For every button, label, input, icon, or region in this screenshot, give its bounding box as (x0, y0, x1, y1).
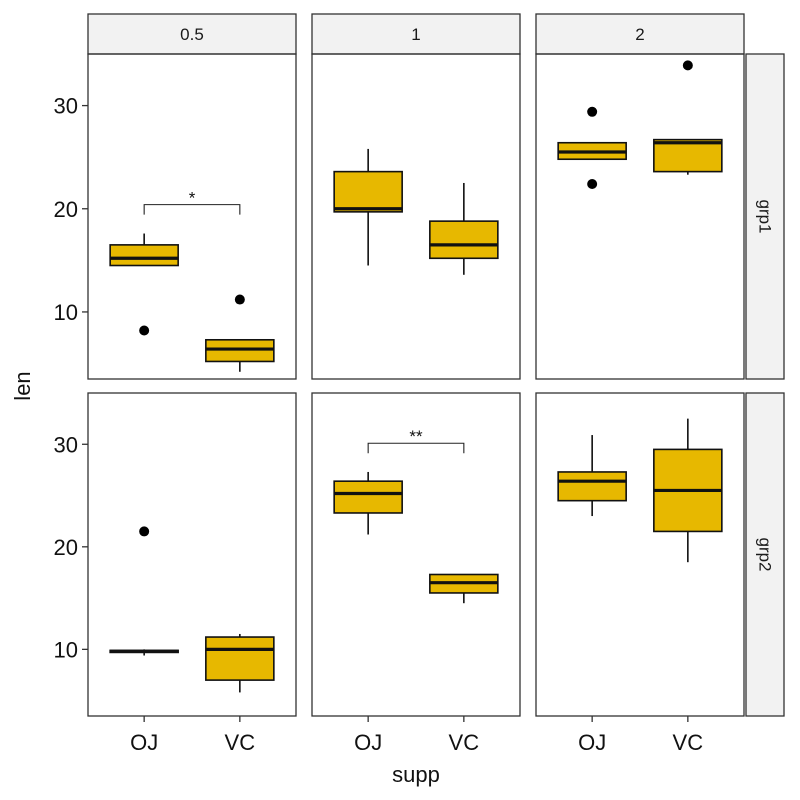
panel-border (311, 53, 521, 380)
y-tick-label: 10 (54, 300, 78, 325)
panel-border (87, 53, 297, 380)
x-tick-label: VC (449, 730, 480, 755)
significance-label: ** (409, 427, 423, 446)
facet-strip-grp2 (745, 392, 785, 717)
facet-strip-2 (535, 13, 745, 55)
box-OJ (109, 244, 179, 267)
y-tick-label: 30 (54, 94, 78, 119)
facet-strip-label: 1 (411, 25, 420, 44)
facet-strip-label: grp2 (756, 537, 775, 571)
outlier-point (587, 179, 598, 189)
significance-bracket (143, 204, 241, 215)
x-tick-label: OJ (354, 730, 382, 755)
x-tick-label: VC (673, 730, 704, 755)
y-tick-label: 20 (54, 535, 78, 560)
panel-border (535, 392, 745, 717)
box-OJ (333, 480, 403, 514)
x-tick-label: OJ (578, 730, 606, 755)
facet-strip-grp1 (745, 53, 785, 380)
panel-border (535, 53, 745, 380)
y-axis-title: len (10, 371, 35, 400)
outlier-point (682, 60, 693, 71)
significance-label: * (189, 189, 196, 208)
outlier-point (587, 106, 598, 117)
outlier-point (139, 526, 150, 537)
box-VC (429, 220, 499, 260)
significance-bracket (367, 442, 465, 454)
panel-border (311, 392, 521, 717)
box-VC (205, 636, 275, 681)
x-tick-label: VC (225, 730, 256, 755)
facet-strip-1 (311, 13, 521, 55)
y-tick-label: 20 (54, 197, 78, 222)
panel-border (87, 392, 297, 717)
box-VC (653, 138, 723, 173)
facet-strip-0.5 (87, 13, 297, 55)
outlier-point (139, 325, 150, 336)
y-tick-label: 30 (54, 432, 78, 457)
facet-strip-label: grp1 (756, 199, 775, 233)
x-tick-label: OJ (130, 730, 158, 755)
y-tick-label: 10 (54, 637, 78, 662)
facet-strip-label: 0.5 (180, 25, 204, 44)
x-axis-title: supp (392, 762, 440, 787)
outlier-point (234, 294, 245, 305)
box-OJ (557, 471, 627, 502)
facet-strip-label: 2 (635, 25, 644, 44)
box-OJ (333, 170, 403, 213)
